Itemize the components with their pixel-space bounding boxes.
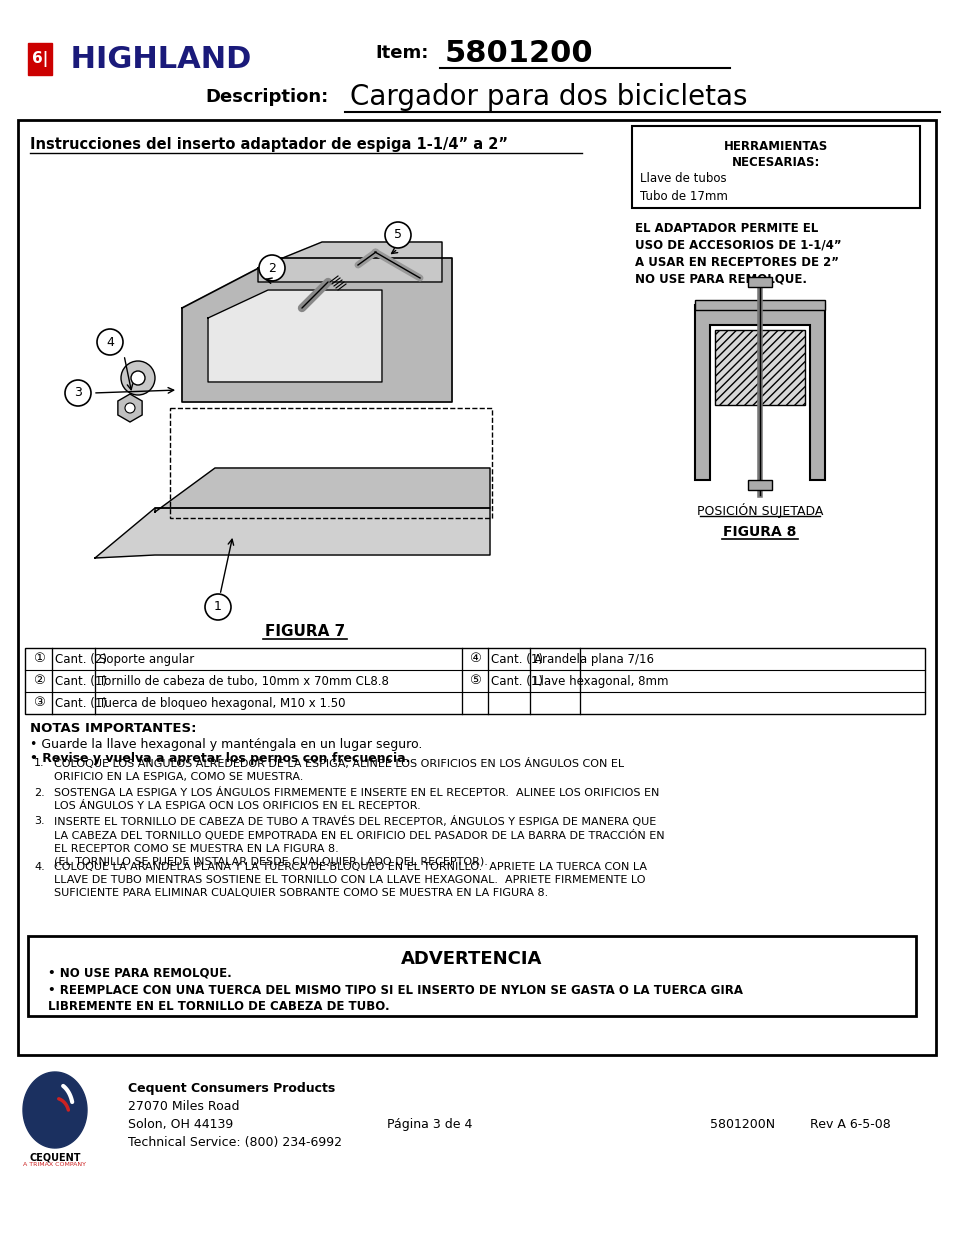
Polygon shape: [154, 468, 490, 513]
Text: Cant. (1): Cant. (1): [491, 674, 542, 688]
Bar: [18, 120, 935, 1055]
Text: 5801200: 5801200: [444, 38, 593, 68]
Polygon shape: [257, 242, 441, 282]
Text: 5: 5: [394, 228, 401, 242]
Text: Item:: Item:: [375, 44, 428, 62]
Text: • NO USE PARA REMOLQUE.: • NO USE PARA REMOLQUE.: [48, 966, 232, 979]
Text: Soporte angular: Soporte angular: [99, 652, 194, 666]
Circle shape: [131, 370, 145, 385]
Text: Llave de tubos
Tubo de 17mm: Llave de tubos Tubo de 17mm: [639, 172, 727, 203]
Bar: [25, 648, 924, 714]
Bar: [747, 277, 771, 287]
Text: ②: ②: [32, 674, 45, 688]
Text: 4: 4: [106, 336, 113, 348]
Text: 3: 3: [74, 387, 82, 399]
Text: Cant. (1): Cant. (1): [55, 674, 107, 688]
Text: 5801200N: 5801200N: [709, 1118, 774, 1131]
Text: ①: ①: [32, 652, 45, 666]
Text: • Revise y vuelva a apretar los pernos con frecuencia.: • Revise y vuelva a apretar los pernos c…: [30, 752, 410, 764]
Text: ⑤: ⑤: [469, 674, 480, 688]
Text: FIGURA 7: FIGURA 7: [265, 625, 345, 640]
Text: 3.: 3.: [34, 816, 45, 826]
Text: POSICIÓN SUJETADA: POSICIÓN SUJETADA: [696, 503, 822, 517]
Polygon shape: [23, 1072, 87, 1149]
Text: Cequent Consumers Products: Cequent Consumers Products: [128, 1082, 335, 1095]
Text: Instrucciones del inserto adaptador de espiga 1-1/4” a 2”: Instrucciones del inserto adaptador de e…: [30, 137, 507, 152]
Text: Cant. (2): Cant. (2): [55, 652, 107, 666]
Text: ③: ③: [32, 697, 45, 709]
Text: 4.: 4.: [34, 862, 45, 872]
Circle shape: [121, 361, 154, 395]
Text: • Guarde la llave hexagonal y manténgala en un lugar seguro.: • Guarde la llave hexagonal y manténgala…: [30, 739, 422, 751]
Text: A TRIMAX COMPANY: A TRIMAX COMPANY: [24, 1162, 87, 1167]
Text: 1.: 1.: [34, 758, 45, 768]
Text: Cant. (1): Cant. (1): [55, 697, 107, 709]
Text: SOSTENGA LA ESPIGA Y LOS ÁNGULOS FIRMEMENTE E INSERTE EN EL RECEPTOR.  ALINEE LO: SOSTENGA LA ESPIGA Y LOS ÁNGULOS FIRMEME…: [54, 788, 659, 811]
Polygon shape: [118, 394, 142, 422]
Text: 1: 1: [213, 600, 222, 614]
Text: HERRAMIENTAS
NECESARIAS:: HERRAMIENTAS NECESARIAS:: [723, 140, 827, 169]
Polygon shape: [695, 305, 824, 480]
Bar: [747, 480, 771, 490]
Text: FIGURA 8: FIGURA 8: [722, 525, 796, 538]
Text: • REEMPLACE CON UNA TUERCA DEL MISMO TIPO SI EL INSERTO DE NYLON SE GASTA O LA T: • REEMPLACE CON UNA TUERCA DEL MISMO TIP…: [48, 984, 742, 1013]
Polygon shape: [95, 508, 490, 558]
Text: Tornillo de cabeza de tubo, 10mm x 70mm CL8.8: Tornillo de cabeza de tubo, 10mm x 70mm …: [99, 674, 389, 688]
Text: Rev A 6-5-08: Rev A 6-5-08: [809, 1118, 890, 1131]
Polygon shape: [208, 290, 381, 382]
Bar: [28, 936, 915, 1016]
Circle shape: [385, 222, 411, 248]
Text: COLOQUE LOS ÁNGULOS ALREDEDOR DE LA ESPIGA, ALINEE LOS ORIFICIOS EN LOS ÁNGULOS : COLOQUE LOS ÁNGULOS ALREDEDOR DE LA ESPI…: [54, 758, 623, 782]
Text: Description:: Description:: [205, 88, 328, 106]
Text: NOTAS IMPORTANTES:: NOTAS IMPORTANTES:: [30, 722, 196, 735]
Circle shape: [65, 380, 91, 406]
Text: Technical Service: (800) 234-6992: Technical Service: (800) 234-6992: [128, 1136, 341, 1149]
Polygon shape: [182, 258, 452, 403]
Polygon shape: [714, 330, 804, 405]
Text: EL ADAPTADOR PERMITE EL
USO DE ACCESORIOS DE 1-1/4”
A USAR EN RECEPTORES DE 2”
N: EL ADAPTADOR PERMITE EL USO DE ACCESORIO…: [635, 222, 841, 287]
Text: 2.: 2.: [34, 788, 45, 798]
Text: ADVERTENCIA: ADVERTENCIA: [401, 950, 542, 968]
Text: Cargador para dos bicicletas: Cargador para dos bicicletas: [350, 83, 747, 111]
Bar: [631, 126, 919, 207]
Text: Tuerca de bloqueo hexagonal, M10 x 1.50: Tuerca de bloqueo hexagonal, M10 x 1.50: [99, 697, 345, 709]
Bar: [28, 43, 52, 75]
Text: Solon, OH 44139: Solon, OH 44139: [128, 1118, 233, 1131]
Text: COLOQUE LA ARANDELA PLANA Y LA TUERCA DE BLOQUEO EN EL TORNILLO.  APRIETE LA TUE: COLOQUE LA ARANDELA PLANA Y LA TUERCA DE…: [54, 862, 646, 898]
Text: ④: ④: [469, 652, 480, 666]
Circle shape: [258, 254, 285, 282]
Polygon shape: [695, 300, 824, 310]
Text: 2: 2: [268, 262, 275, 274]
Circle shape: [205, 594, 231, 620]
Text: Arandela plana 7/16: Arandela plana 7/16: [534, 652, 654, 666]
Text: 6|: 6|: [31, 51, 49, 67]
Circle shape: [97, 329, 123, 354]
Text: CEQUENT: CEQUENT: [30, 1152, 81, 1162]
Text: INSERTE EL TORNILLO DE CABEZA DE TUBO A TRAVÉS DEL RECEPTOR, ÁNGULOS Y ESPIGA DE: INSERTE EL TORNILLO DE CABEZA DE TUBO A …: [54, 816, 664, 867]
Text: HIGHLAND: HIGHLAND: [60, 44, 251, 74]
Text: Llave hexagonal, 8mm: Llave hexagonal, 8mm: [534, 674, 668, 688]
Text: Página 3 de 4: Página 3 de 4: [387, 1118, 472, 1131]
Text: 27070 Miles Road: 27070 Miles Road: [128, 1100, 239, 1113]
Circle shape: [125, 403, 135, 412]
Text: Cant. (1): Cant. (1): [491, 652, 542, 666]
